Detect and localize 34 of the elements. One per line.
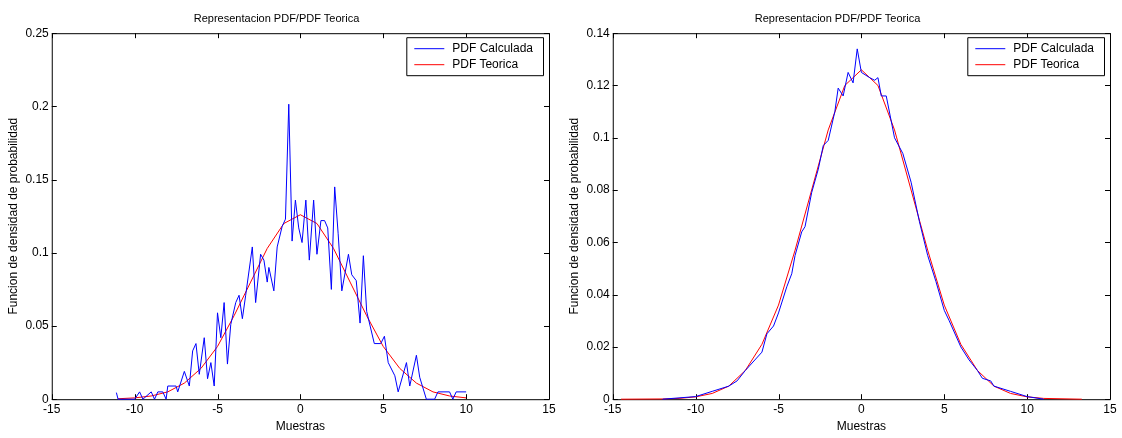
y-axis-title: Funcion de densidad de probabilidad bbox=[566, 117, 581, 315]
x-tick-label: 5 bbox=[940, 401, 948, 416]
x-tick-label: 0 bbox=[858, 401, 866, 416]
y-axis-title: Funcion de densidad de probabilidad bbox=[5, 117, 20, 315]
y-tick-label: 0.1 bbox=[593, 130, 611, 145]
y-tick-label: 0.08 bbox=[586, 182, 611, 197]
y-tick-label: 0.2 bbox=[32, 98, 50, 113]
x-tick-label: -10 bbox=[125, 401, 144, 416]
x-tick-label: 10 bbox=[1020, 401, 1035, 416]
x-tick-label: 10 bbox=[459, 401, 474, 416]
legend-label: PDF Calculada bbox=[1013, 40, 1095, 55]
x-tick-label: 15 bbox=[1103, 401, 1117, 416]
y-tick-label: 0.04 bbox=[586, 286, 611, 301]
legend-label: PDF Teorica bbox=[1013, 56, 1080, 71]
y-tick-label: 0.25 bbox=[25, 25, 50, 40]
x-tick-label: -10 bbox=[686, 401, 705, 416]
y-tick-label: 0.06 bbox=[586, 234, 611, 249]
x-axis-title: Muestras bbox=[836, 419, 887, 434]
y-tick-label: 0.05 bbox=[25, 318, 50, 333]
x-tick-label: 0 bbox=[297, 401, 305, 416]
y-tick-label: 0.12 bbox=[586, 77, 611, 92]
x-tick-label: 15 bbox=[542, 401, 556, 416]
y-tick-label: 0.15 bbox=[25, 171, 50, 186]
x-tick-label: -5 bbox=[212, 401, 224, 416]
legend-label: PDF Teorica bbox=[452, 56, 519, 71]
chart-title: Representacion PDF/PDF Teorica bbox=[754, 11, 922, 24]
x-tick-label: -5 bbox=[773, 401, 785, 416]
y-tick-label: 0.1 bbox=[32, 245, 50, 260]
x-axis-title: Muestras bbox=[275, 419, 326, 434]
x-tick-label: 5 bbox=[379, 401, 387, 416]
legend-label: PDF Calculada bbox=[452, 40, 534, 55]
chart-title: Representacion PDF/PDF Teorica bbox=[193, 11, 361, 24]
y-tick-label: 0.14 bbox=[586, 25, 611, 40]
y-tick-label: 0.02 bbox=[586, 339, 611, 354]
